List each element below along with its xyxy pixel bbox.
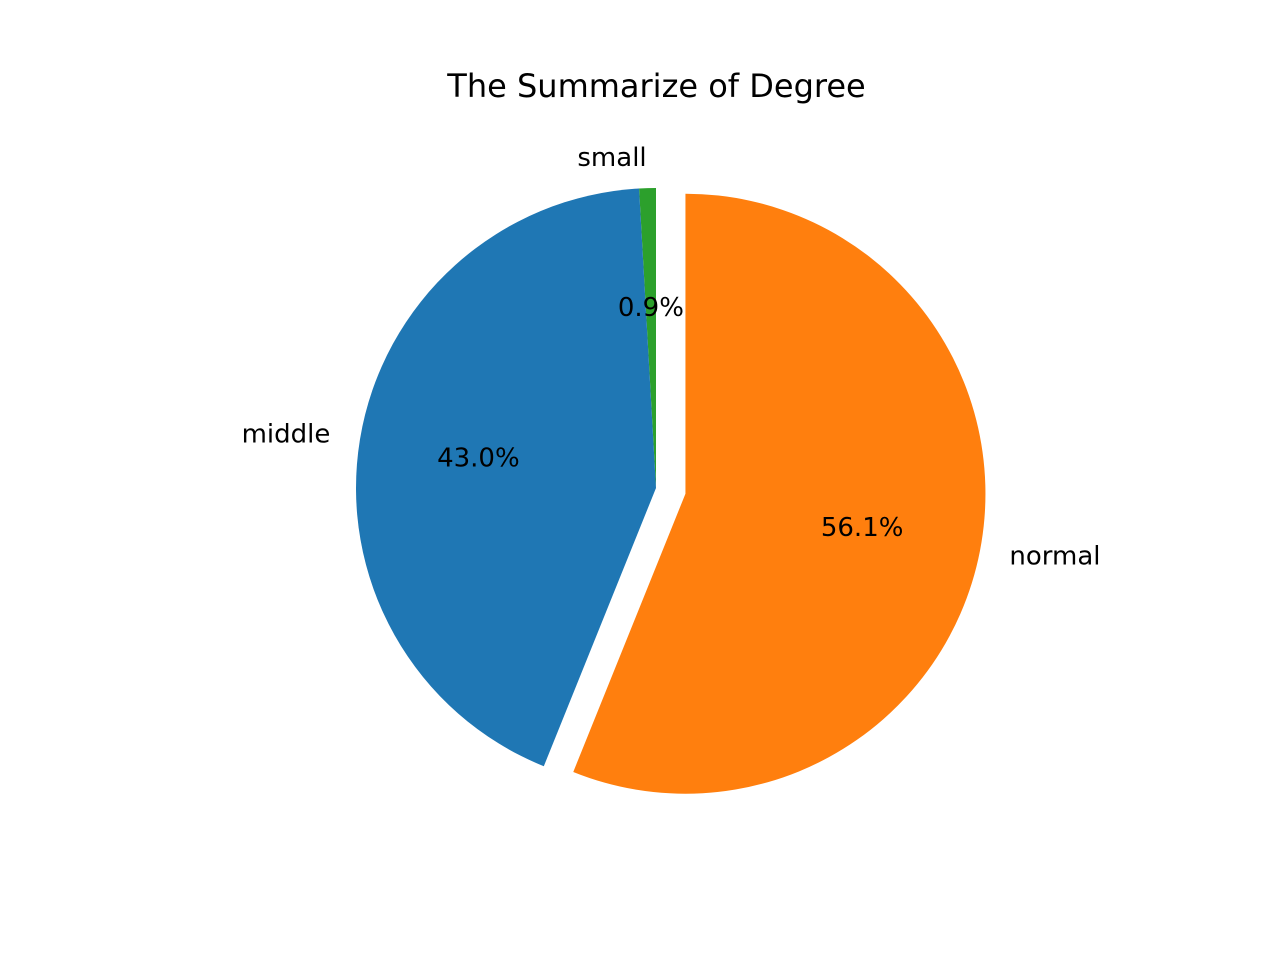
- slice-percent-normal: 56.1%: [821, 513, 904, 543]
- slice-label-normal: normal: [1009, 542, 1100, 572]
- pie-labels: small 0.9% middle 43.0% normal 56.1%: [242, 143, 1101, 571]
- slice-percent-middle: 43.0%: [437, 444, 520, 474]
- slice-label-small: small: [577, 143, 646, 173]
- chart-title: The Summarize of Degree: [447, 67, 866, 105]
- pie-slice-small: [639, 188, 656, 488]
- pie-slices: [356, 188, 986, 794]
- pie-slice-normal: [573, 193, 986, 794]
- slice-percent-small: 0.9%: [618, 293, 684, 323]
- slice-label-middle: middle: [242, 419, 331, 449]
- pie-slice-middle: [356, 188, 656, 767]
